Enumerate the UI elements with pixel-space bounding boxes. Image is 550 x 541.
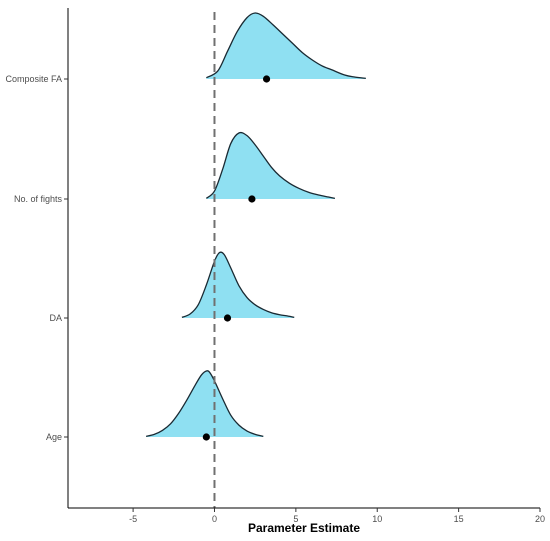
y-tick-label-da: DA xyxy=(49,313,62,323)
x-tick-label: 10 xyxy=(372,514,382,524)
y-axis: Composite FA No. of fights DA Age xyxy=(5,74,68,442)
point-estimate-age xyxy=(202,433,210,441)
density-fill-no-of-fights xyxy=(206,132,335,199)
point-estimate-no-of-fights xyxy=(248,195,256,203)
density-outline-composite-fa xyxy=(206,12,366,79)
x-axis-title: Parameter Estimate xyxy=(248,521,360,535)
y-tick-label-age: Age xyxy=(46,432,62,442)
point-estimate-composite-fa xyxy=(262,75,271,83)
plot-area xyxy=(145,12,366,441)
density-fill-composite-fa xyxy=(206,12,366,79)
y-tick-label-no-of-fights: No. of fights xyxy=(14,194,63,204)
x-tick-label: -5 xyxy=(129,514,137,524)
x-tick-label: 5 xyxy=(293,514,298,524)
density-fill-age xyxy=(146,370,264,437)
x-axis: -5 0 5 10 15 20 xyxy=(129,508,545,524)
density-outline-age xyxy=(145,370,264,437)
point-estimate-da xyxy=(223,314,232,322)
x-tick-label: 20 xyxy=(535,514,545,524)
x-tick-label: 0 xyxy=(212,514,217,524)
x-tick-label: 15 xyxy=(454,514,464,524)
density-outline-da xyxy=(181,251,295,318)
density-outline-no-of-fights xyxy=(205,131,336,199)
y-tick-label-composite-fa: Composite FA xyxy=(5,74,62,84)
